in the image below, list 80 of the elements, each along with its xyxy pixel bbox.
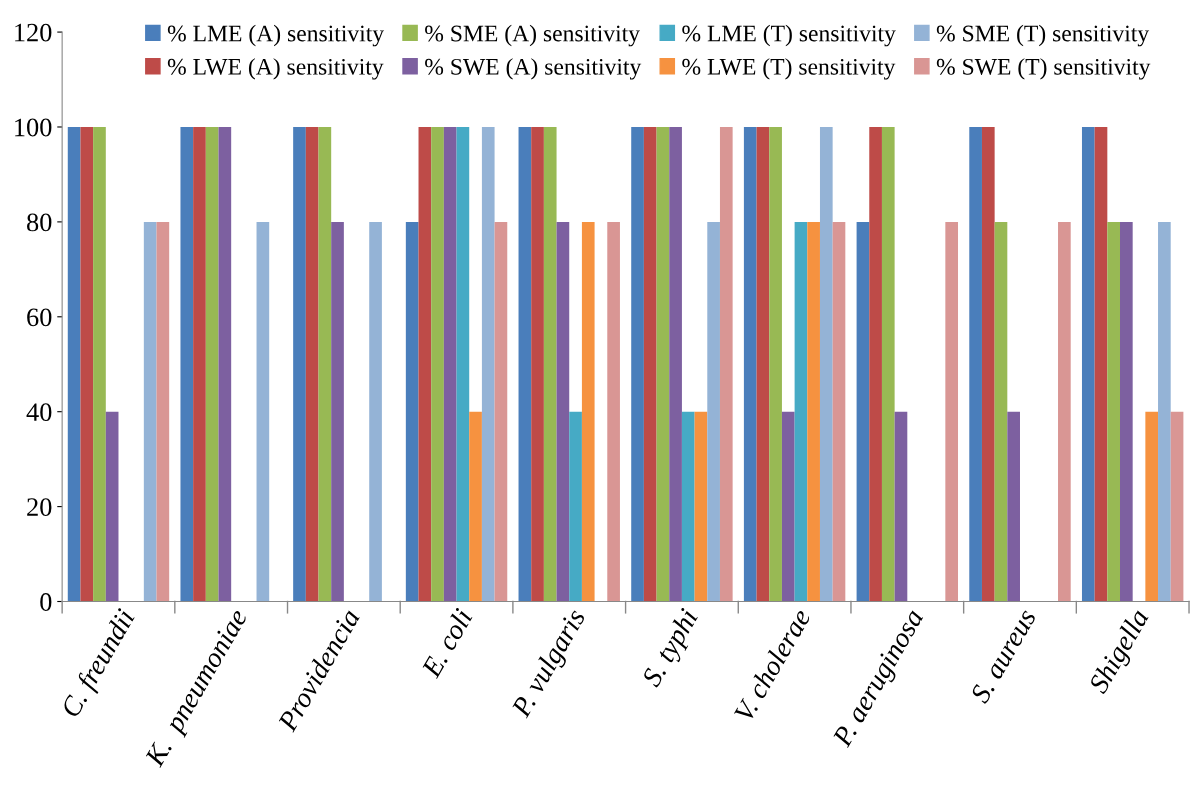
bar bbox=[218, 126, 232, 602]
bar bbox=[1170, 411, 1184, 602]
bar bbox=[969, 126, 982, 602]
bar bbox=[369, 221, 382, 602]
y-tick-label: 60 bbox=[27, 308, 52, 327]
bar bbox=[894, 411, 908, 602]
legend-label: % SME (T) sensitivity bbox=[936, 24, 1150, 47]
bar bbox=[469, 411, 482, 602]
bar bbox=[205, 126, 219, 602]
bar bbox=[80, 126, 94, 602]
bar bbox=[180, 126, 194, 602]
y-tick-label: 100 bbox=[15, 118, 52, 137]
bar bbox=[945, 221, 959, 602]
bar bbox=[531, 126, 544, 602]
legend-label: % SWE (T) sensitivity bbox=[936, 58, 1151, 80]
bar bbox=[681, 411, 695, 602]
bar bbox=[305, 126, 319, 602]
bar bbox=[443, 126, 457, 602]
bar bbox=[156, 221, 170, 602]
bar bbox=[643, 126, 657, 602]
bar bbox=[1007, 411, 1020, 602]
bar bbox=[656, 126, 670, 602]
legend-label: % LWE (A) sensitivity bbox=[167, 58, 384, 80]
bar bbox=[518, 126, 532, 602]
legend-label: % LME (A) sensitivity bbox=[167, 24, 385, 47]
bar bbox=[856, 221, 870, 602]
y-tick-label: 120 bbox=[15, 23, 52, 42]
bar bbox=[981, 126, 995, 602]
y-tick-label: 80 bbox=[27, 213, 52, 232]
bar bbox=[494, 221, 508, 602]
bar bbox=[456, 126, 470, 602]
bar bbox=[694, 411, 708, 602]
bar bbox=[1081, 126, 1095, 602]
bar bbox=[431, 126, 444, 602]
bar bbox=[769, 126, 782, 602]
y-tick-label: 0 bbox=[40, 593, 52, 611]
bar bbox=[405, 221, 419, 602]
bar bbox=[1094, 126, 1108, 602]
bar bbox=[819, 126, 833, 602]
bar bbox=[1107, 221, 1120, 602]
bar bbox=[756, 126, 770, 602]
bar bbox=[556, 221, 570, 602]
bar bbox=[543, 126, 557, 602]
bar bbox=[569, 411, 582, 602]
bar bbox=[781, 411, 795, 602]
bar bbox=[67, 126, 81, 602]
bar bbox=[93, 126, 106, 602]
bar bbox=[331, 221, 344, 602]
bar bbox=[1058, 221, 1071, 602]
bar bbox=[743, 126, 757, 602]
bar bbox=[418, 126, 432, 602]
y-tick-label: 20 bbox=[27, 498, 52, 517]
bar bbox=[143, 221, 157, 602]
bar bbox=[1145, 411, 1159, 602]
bar bbox=[256, 221, 270, 602]
x-tick-label: E. coli bbox=[420, 607, 474, 680]
bar bbox=[807, 221, 820, 602]
bar bbox=[794, 221, 808, 602]
bar bbox=[318, 126, 332, 602]
legend-label: % LWE (T) sensitivity bbox=[682, 58, 896, 80]
bar bbox=[832, 221, 846, 602]
bar bbox=[193, 126, 206, 602]
legend-label: % LME (T) sensitivity bbox=[682, 24, 896, 47]
bar bbox=[105, 411, 119, 602]
bar bbox=[631, 126, 644, 602]
y-tick-label: 40 bbox=[26, 403, 52, 422]
bar bbox=[581, 221, 595, 602]
bar bbox=[719, 126, 733, 602]
bar bbox=[669, 126, 682, 602]
bar bbox=[481, 126, 495, 602]
bar bbox=[607, 221, 620, 602]
bar bbox=[293, 126, 306, 602]
legend-label: % SWE (A) sensitivity bbox=[425, 58, 642, 80]
bar bbox=[881, 126, 895, 602]
bar bbox=[1158, 221, 1171, 602]
bar bbox=[1120, 221, 1133, 602]
bar bbox=[869, 126, 882, 602]
legend-label: % SME (A) sensitivity bbox=[425, 24, 640, 47]
bar bbox=[994, 221, 1008, 602]
bar bbox=[707, 221, 720, 602]
